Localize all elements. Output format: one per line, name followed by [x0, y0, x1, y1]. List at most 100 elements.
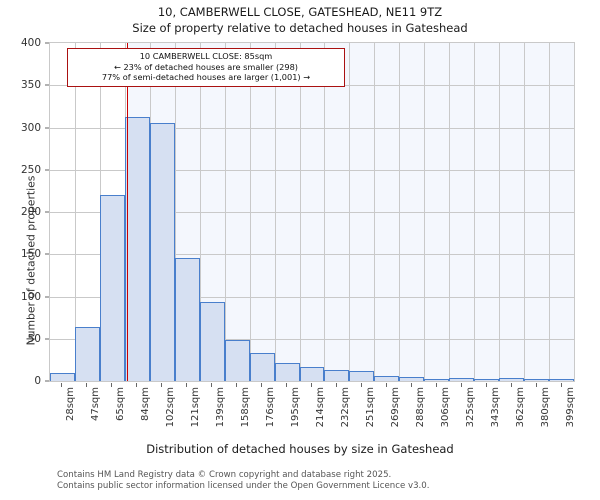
histogram-bar [474, 379, 500, 381]
x-axis-tick-label: 232sqm [339, 387, 351, 428]
y-axis-tick-label: 0 [34, 375, 41, 387]
x-axis-tick-mark [86, 383, 88, 387]
y-axis-tick-mark [45, 169, 49, 171]
x-axis-tick-label: 84sqm [140, 387, 152, 422]
x-axis-tick-label: 139sqm [215, 387, 227, 428]
y-axis-tick-label: 250 [20, 163, 41, 176]
y-axis-tick-mark [45, 127, 49, 128]
x-axis-tick-mark [460, 383, 462, 387]
x-axis-tick-label: 28sqm [65, 387, 77, 422]
y-axis-tick-mark [45, 211, 49, 213]
x-axis-title: Distribution of detached houses by size … [146, 442, 454, 456]
histogram-bar [349, 370, 375, 381]
x-axis-tick-label: 251sqm [364, 387, 376, 428]
x-axis-tick-label: 102sqm [165, 387, 177, 428]
y-axis-tick-mark [45, 338, 49, 340]
histogram-bar [174, 258, 200, 381]
x-axis-tick-mark [385, 383, 387, 387]
x-axis-tick-mark [211, 383, 213, 387]
x-axis-tick-label: 362sqm [514, 387, 526, 428]
histogram-bar [524, 379, 550, 381]
page-subtitle: Size of property relative to detached ho… [132, 21, 468, 35]
vertical-gridline [424, 43, 425, 381]
chart-title-block: 10, CAMBERWELL CLOSE, GATESHEAD, NE11 9T… [0, 4, 600, 36]
vertical-gridline [349, 43, 350, 381]
x-axis-tick-label: 65sqm [115, 387, 127, 422]
x-axis-tick-mark [311, 383, 312, 387]
y-axis-tick-label: 400 [20, 37, 41, 49]
y-axis-tick-label: 350 [20, 79, 41, 92]
x-axis-tick-mark [261, 383, 263, 387]
horizontal-gridline [50, 212, 574, 213]
property-marker-line [126, 43, 129, 381]
x-axis-tick-label: 121sqm [190, 387, 202, 428]
x-axis-tick-label: 47sqm [90, 387, 102, 422]
histogram-bar [149, 123, 175, 381]
vertical-gridline [374, 43, 375, 381]
x-axis: 28sqm 47sqm 65sqm 84sqm 102sqm 121sqm 139sqm 15… [49, 383, 576, 441]
x-axis-tick-mark [360, 383, 362, 387]
y-axis-tick-mark [45, 380, 49, 382]
x-axis-tick-mark [435, 383, 437, 387]
histogram-bar [50, 372, 75, 381]
vertical-gridline [250, 43, 251, 381]
histogram-bar [399, 376, 425, 381]
vertical-gridline [499, 43, 500, 381]
vertical-gridline [225, 43, 226, 381]
x-axis-tick-mark [286, 383, 288, 387]
vertical-gridline [474, 43, 475, 381]
x-axis-tick-mark [535, 383, 537, 387]
horizontal-gridline [50, 169, 574, 171]
vertical-gridline [175, 43, 176, 381]
y-axis-tick-mark [45, 296, 49, 297]
histogram-bar [124, 116, 150, 381]
horizontal-gridline [50, 127, 574, 129]
histogram-bar [374, 375, 400, 381]
x-axis-tick-label: 214sqm [315, 387, 326, 428]
x-axis-tick-label: 343sqm [489, 387, 501, 428]
x-axis-tick-mark [61, 383, 63, 387]
x-axis-tick-label: 269sqm [389, 387, 401, 428]
vertical-gridline [200, 43, 201, 381]
x-axis-tick-mark [236, 383, 238, 387]
y-axis-tick-mark [45, 253, 49, 255]
plot-inner [50, 43, 574, 381]
x-axis-tick-label: 176sqm [265, 387, 277, 428]
plot-area [49, 42, 575, 382]
y-axis-tick-label: 50 [27, 332, 41, 345]
x-axis-tick-label: 306sqm [439, 387, 451, 428]
histogram-bar [549, 379, 574, 381]
horizontal-gridline [50, 254, 574, 256]
vertical-gridline [524, 43, 525, 381]
x-axis-tick-mark [186, 383, 188, 387]
histogram-bar [324, 370, 350, 381]
histogram-bar [224, 339, 250, 381]
vertical-gridline [449, 43, 450, 381]
annotation-box: 10 CAMBERWELL CLOSE: 85sqm ← 23% of deta… [67, 48, 345, 87]
histogram-bar [99, 195, 125, 381]
histogram-bar [249, 353, 275, 381]
vertical-gridline [324, 43, 325, 381]
x-axis-tick-mark [410, 383, 412, 387]
x-axis-tick-mark [560, 383, 562, 387]
x-axis-tick-label: 380sqm [539, 387, 551, 428]
vertical-gridline [275, 43, 276, 381]
histogram-bar [299, 366, 325, 381]
y-axis-tick-mark [45, 84, 49, 86]
x-axis-tick-mark [161, 383, 163, 387]
y-axis-tick-label: 300 [20, 121, 41, 134]
x-axis-tick-mark [111, 383, 113, 387]
vertical-gridline [75, 43, 76, 381]
x-axis-tick-label: 195sqm [290, 387, 302, 428]
x-axis-tick-mark [335, 383, 337, 387]
y-axis-tick-mark [45, 42, 49, 44]
footer-line-1: Contains HM Land Registry data © Crown c… [57, 470, 392, 480]
footer-line-2: Contains public sector information licen… [57, 480, 430, 491]
histogram-bar [74, 326, 100, 381]
vertical-gridline [549, 43, 550, 381]
annotation-line-3: 77% of semi-detached houses are larger (… [101, 72, 311, 82]
vertical-gridline [300, 43, 301, 381]
footer-attribution: Contains HM Land Registry data © Crown c… [57, 470, 557, 491]
y-axis-tick-label: 200 [20, 206, 41, 218]
